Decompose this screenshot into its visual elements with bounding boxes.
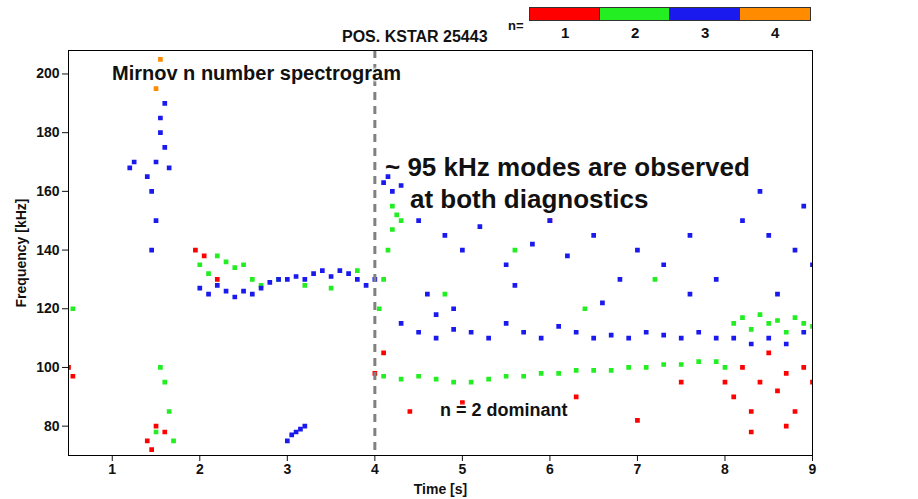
html-text:~ 95 kHz modes are observed: ~ 95 kHz modes are observed <box>385 152 750 182</box>
svg-text:Time [s]: Time [s] <box>414 481 467 497</box>
html-text:1: 1 <box>561 24 570 41</box>
svg-text:4: 4 <box>371 461 379 477</box>
html-text:n = 2 dominant: n = 2 dominant <box>440 400 568 420</box>
svg-text:6: 6 <box>546 461 554 477</box>
html-text:Mirnov n number spectrogram: Mirnov n number spectrogram <box>112 62 401 84</box>
svg-text:100: 100 <box>36 359 60 375</box>
html-text:n=: n= <box>508 18 524 33</box>
svg-text:140: 140 <box>36 242 60 258</box>
svg-text:180: 180 <box>36 124 60 140</box>
svg-text:8: 8 <box>721 461 729 477</box>
svg-text:2: 2 <box>196 461 204 477</box>
svg-text:80: 80 <box>44 418 60 434</box>
svg-text:3: 3 <box>283 461 291 477</box>
svg-text:200: 200 <box>36 65 60 81</box>
svg-text:9: 9 <box>809 461 817 477</box>
html-text:3: 3 <box>701 24 710 41</box>
html-text:2: 2 <box>631 24 640 41</box>
html-text:at both diagnostics: at both diagnostics <box>410 184 649 214</box>
svg-text:120: 120 <box>36 300 60 316</box>
html-text:POS. KSTAR 25443: POS. KSTAR 25443 <box>342 28 488 45</box>
svg-text:5: 5 <box>458 461 466 477</box>
svg-text:7: 7 <box>634 461 642 477</box>
html-text:4: 4 <box>771 24 780 41</box>
svg-text:1: 1 <box>108 461 116 477</box>
svg-text:160: 160 <box>36 183 60 199</box>
svg-text:Frequency [kHz]: Frequency [kHz] <box>13 199 29 308</box>
